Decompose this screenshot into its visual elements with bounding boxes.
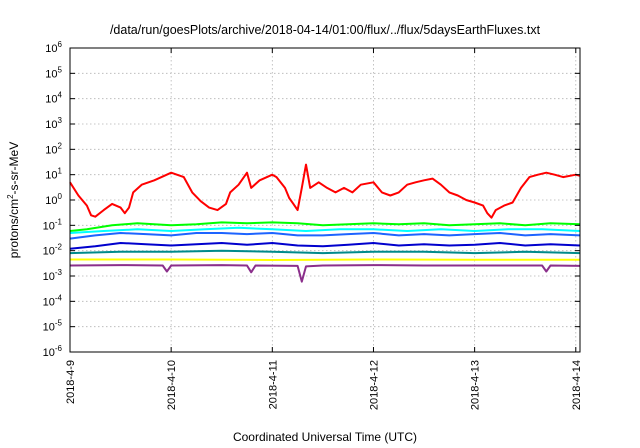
x-tick-label: 2018-4-11 bbox=[267, 360, 279, 409]
y-tick-label: 105 bbox=[45, 65, 62, 80]
grid-lines bbox=[70, 48, 580, 352]
y-tick-label: 10-2 bbox=[43, 243, 63, 258]
y-tick-label: 104 bbox=[45, 91, 62, 106]
series-line-2 bbox=[69, 221, 581, 232]
y-tick-label: 10-6 bbox=[43, 344, 63, 359]
y-tick-label: 102 bbox=[45, 141, 62, 156]
y-axis-label-exponent: 2 bbox=[6, 194, 15, 199]
x-axis-ticks: 2018-4-9 2018-4-10 2018-4-11 2018-4-12 2018-… bbox=[65, 48, 583, 410]
y-tick-label: 100 bbox=[45, 192, 62, 207]
chart-title: /data/run/goesPlots/archive/2018-04-14/0… bbox=[110, 23, 541, 37]
series-line-6 bbox=[69, 249, 581, 255]
y-axis-label-base: protons/cm bbox=[7, 199, 21, 258]
y-tick-label: 10-3 bbox=[43, 268, 63, 283]
x-tick-label: 2018-4-9 bbox=[65, 360, 77, 404]
y-axis-label: protons/cm2-s-sr-MeV bbox=[6, 142, 21, 258]
x-tick-label: 2018-4-14 bbox=[571, 360, 583, 410]
series-line-7 bbox=[70, 258, 580, 261]
x-tick-label: 2018-4-13 bbox=[470, 360, 482, 410]
y-tick-label: 103 bbox=[45, 116, 62, 131]
series-line-4 bbox=[69, 232, 581, 240]
series-line-3 bbox=[69, 226, 581, 234]
y-tick-label: 10-4 bbox=[43, 293, 63, 308]
series-line-5 bbox=[69, 242, 581, 250]
y-axis-ticks: 10-6 10-5 10-4 10-3 10-2 10-1 100 101 102 103 104 1… bbox=[43, 40, 580, 359]
x-tick-label: 2018-4-10 bbox=[166, 360, 178, 410]
series-lines bbox=[69, 163, 581, 283]
y-tick-label: 106 bbox=[45, 40, 62, 55]
y-tick-label: 10-5 bbox=[43, 319, 63, 334]
y-tick-label: 10-1 bbox=[43, 217, 63, 232]
series-line-1 bbox=[69, 163, 581, 219]
y-axis-label-rest: -s-sr-MeV bbox=[7, 142, 21, 195]
y-tick-label: 101 bbox=[45, 167, 62, 182]
series-line-8 bbox=[69, 264, 581, 283]
x-axis-label: Coordinated Universal Time (UTC) bbox=[233, 430, 417, 444]
x-tick-label: 2018-4-12 bbox=[368, 360, 380, 410]
